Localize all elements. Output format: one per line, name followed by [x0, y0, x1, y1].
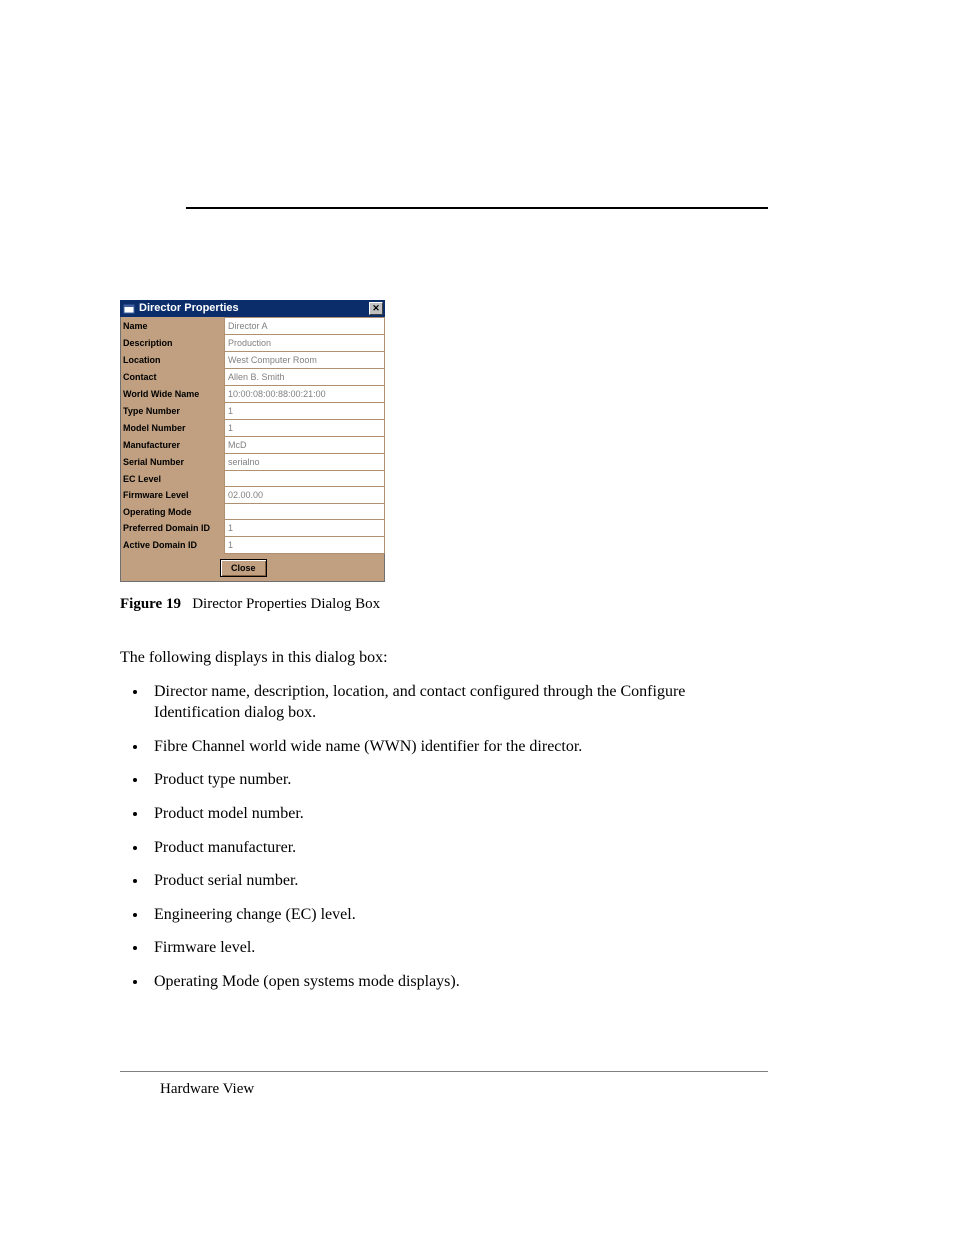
table-row: Preferred Domain ID1 — [120, 520, 385, 537]
table-row: Active Domain ID1 — [120, 537, 385, 554]
table-row: DescriptionProduction — [120, 335, 385, 352]
bullet-list: Director name, description, location, an… — [120, 681, 768, 993]
table-row: Firmware Level02.00.00 — [120, 487, 385, 504]
dialog-button-row: Close — [120, 554, 385, 582]
prop-value: Production — [225, 335, 385, 352]
list-item: Product type number. — [148, 769, 768, 791]
prop-value: 1 — [225, 537, 385, 554]
table-row: Serial Numberserialno — [120, 454, 385, 471]
close-icon[interactable]: ✕ — [369, 302, 383, 315]
list-item: Product serial number. — [148, 870, 768, 892]
top-rule — [186, 207, 768, 209]
prop-value: West Computer Room — [225, 352, 385, 369]
prop-label: Preferred Domain ID — [120, 520, 225, 537]
intro-text: The following displays in this dialog bo… — [120, 647, 768, 669]
prop-label: Description — [120, 335, 225, 352]
prop-label: Type Number — [120, 403, 225, 420]
bottom-rule — [120, 1071, 768, 1072]
prop-label: Serial Number — [120, 454, 225, 471]
prop-value: serialno — [225, 454, 385, 471]
figure-text: Director Properties Dialog Box — [192, 596, 380, 612]
list-item: Director name, description, location, an… — [148, 681, 768, 724]
prop-value: Director A — [225, 318, 385, 335]
list-item: Firmware level. — [148, 937, 768, 959]
table-row: LocationWest Computer Room — [120, 352, 385, 369]
prop-value: 1 — [225, 420, 385, 437]
prop-label: Active Domain ID — [120, 537, 225, 554]
list-item: Operating Mode (open systems mode displa… — [148, 971, 768, 993]
footer-text: Hardware View — [160, 1081, 254, 1098]
prop-value: McD — [225, 437, 385, 454]
window-icon — [123, 303, 135, 315]
table-row: Operating Mode — [120, 504, 385, 520]
prop-value: 1 — [225, 520, 385, 537]
prop-label: Contact — [120, 369, 225, 386]
prop-label: Location — [120, 352, 225, 369]
prop-value: Allen B. Smith — [225, 369, 385, 386]
prop-value — [225, 471, 385, 487]
page: Director Properties ✕ NameDirector A Des… — [0, 0, 954, 1235]
table-row: NameDirector A — [120, 318, 385, 335]
prop-label: Firmware Level — [120, 487, 225, 504]
figure-label: Figure 19 — [120, 596, 181, 612]
prop-value: 10:00:08:00:88:00:21:00 — [225, 386, 385, 403]
list-item: Engineering change (EC) level. — [148, 904, 768, 926]
prop-value: 1 — [225, 403, 385, 420]
prop-label: EC Level — [120, 471, 225, 487]
table-row: Type Number1 — [120, 403, 385, 420]
table-row: World Wide Name10:00:08:00:88:00:21:00 — [120, 386, 385, 403]
list-item: Fibre Channel world wide name (WWN) iden… — [148, 736, 768, 758]
prop-value: 02.00.00 — [225, 487, 385, 504]
prop-value — [225, 504, 385, 520]
prop-label: Model Number — [120, 420, 225, 437]
figure-caption: Figure 19 Director Properties Dialog Box — [120, 596, 768, 613]
director-properties-dialog: Director Properties ✕ NameDirector A Des… — [120, 300, 385, 582]
list-item: Product manufacturer. — [148, 837, 768, 859]
dialog-titlebar: Director Properties ✕ — [120, 300, 385, 317]
content-area: Director Properties ✕ NameDirector A Des… — [120, 300, 768, 1005]
table-row: ManufacturerMcD — [120, 437, 385, 454]
dialog-title: Director Properties — [139, 300, 369, 317]
prop-label: Manufacturer — [120, 437, 225, 454]
table-row: Model Number1 — [120, 420, 385, 437]
prop-label: Name — [120, 318, 225, 335]
table-row: ContactAllen B. Smith — [120, 369, 385, 386]
table-row: EC Level — [120, 471, 385, 487]
prop-label: Operating Mode — [120, 504, 225, 520]
list-item: Product model number. — [148, 803, 768, 825]
prop-label: World Wide Name — [120, 386, 225, 403]
close-button[interactable]: Close — [220, 559, 267, 577]
properties-table: NameDirector A DescriptionProduction Loc… — [120, 317, 385, 554]
